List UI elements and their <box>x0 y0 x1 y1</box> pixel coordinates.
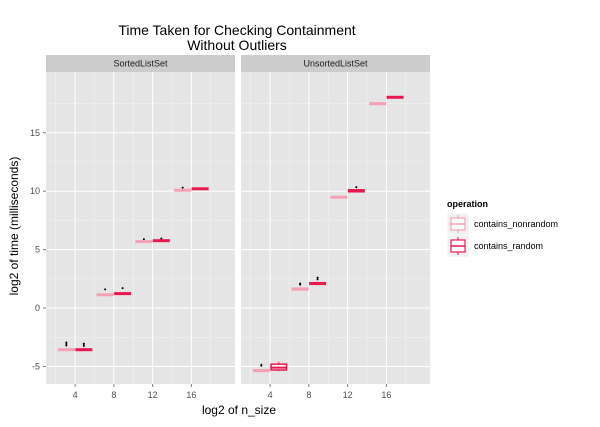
outlier-point <box>104 288 107 291</box>
boxplot-contains_nonrandom-x4 <box>57 341 75 352</box>
outlier-point <box>316 276 319 279</box>
boxplot-contains_nonrandom-x12 <box>135 238 153 244</box>
outlier-point <box>65 344 68 347</box>
legend-title: operation <box>447 199 488 209</box>
boxplot-contains_nonrandom-x4 <box>252 363 270 373</box>
boxplot-contains_random-x8 <box>114 287 132 296</box>
outlier-point <box>82 345 85 348</box>
y-tick-label: 0 <box>35 303 40 313</box>
legend-entry-contains_nonrandom: contains_nonrandom <box>446 212 558 236</box>
outlier-point <box>142 238 145 241</box>
outlier-point <box>299 282 302 285</box>
boxplot-contains_random-x12 <box>347 186 365 193</box>
legend-label: contains_random <box>474 241 543 251</box>
y-axis-title: log2 of time (milliseconds) <box>7 157 21 296</box>
outlier-point <box>65 341 68 344</box>
y-tick-label: 10 <box>30 186 40 196</box>
legend: operation contains_nonrandom contains_ran… <box>446 199 558 258</box>
legend-label: contains_nonrandom <box>474 219 558 229</box>
facet-unsortedlistset: UnsortedListSet 4 8 12 16 <box>241 55 430 400</box>
chart-title-line-2: Without Outliers <box>187 37 287 53</box>
x-tick-label: 8 <box>111 390 116 400</box>
chart-title-line-1: Time Taken for Checking Containment <box>118 22 355 38</box>
x-axis-title: log2 of n_size <box>202 403 276 417</box>
outlier-point <box>355 186 358 189</box>
x-tick-label: 4 <box>268 390 273 400</box>
x-tick-label: 12 <box>148 390 158 400</box>
boxplot-contains_nonrandom-x16 <box>174 186 192 192</box>
boxplot-contains_random-x12 <box>152 237 170 243</box>
y-tick-label: 5 <box>35 245 40 255</box>
facet-sortedlistset: SortedListSet 4 8 12 16 -5 0 5 10 15 <box>30 55 235 400</box>
boxplot-contains_random-x4 <box>75 342 93 352</box>
legend-entry-contains_random: contains_random <box>446 234 543 258</box>
boxplot-contains_random-x8 <box>309 276 327 286</box>
x-tick-label: 16 <box>381 390 391 400</box>
panel-background <box>46 72 235 384</box>
facet-panels: SortedListSet 4 8 12 16 -5 0 5 10 15 UnsortedListS… <box>30 55 430 400</box>
outlier-point <box>160 237 163 240</box>
facet-strip-label: UnsortedListSet <box>303 59 368 69</box>
boxplot-contains_random-x16 <box>386 95 404 99</box>
outlier-point <box>260 364 263 367</box>
facet-strip <box>46 55 235 72</box>
x-tick-label: 12 <box>343 390 353 400</box>
x-tick-label: 4 <box>73 390 78 400</box>
boxplot-contains_nonrandom-x8 <box>291 282 309 291</box>
y-tick-label: 15 <box>30 128 40 138</box>
outlier-point <box>181 186 184 189</box>
outlier-point <box>65 343 68 346</box>
x-tick-label: 8 <box>306 390 311 400</box>
facet-strip <box>241 55 430 72</box>
boxplot-contains_nonrandom-x8 <box>96 288 114 297</box>
panel-background <box>241 72 430 384</box>
boxplot-contains_nonrandom-x12 <box>330 195 348 199</box>
y-tick-label: -5 <box>32 361 40 371</box>
facet-strip-label: SortedListSet <box>113 59 168 69</box>
outlier-point <box>316 278 319 281</box>
boxplot-contains_nonrandom-x16 <box>369 102 387 106</box>
x-tick-label: 16 <box>186 390 196 400</box>
boxplot-contains_random-x16 <box>191 187 209 191</box>
outlier-point <box>121 287 124 290</box>
boxplot-contains_random-x4 <box>270 361 288 372</box>
